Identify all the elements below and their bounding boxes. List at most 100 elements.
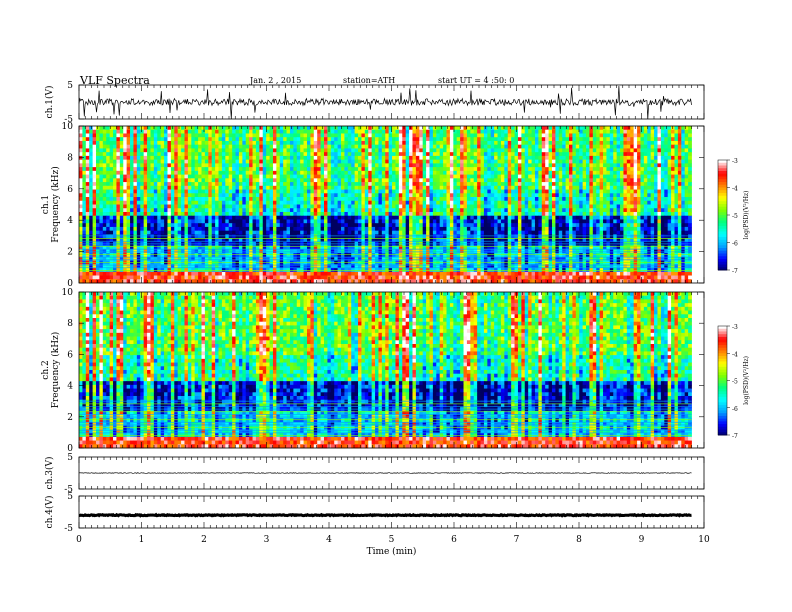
ch1-spectrogram-cell [215, 204, 219, 209]
ch1-spectrogram-cell [456, 159, 461, 164]
ch1-spectrogram-cell [170, 200, 175, 205]
ch1-spectrogram-cell [449, 148, 454, 153]
ch1-spectrogram-cell [136, 200, 141, 205]
ch1-spectrogram-cell [198, 182, 202, 187]
ch1-spectrogram-cell [609, 200, 614, 205]
ch1-spectrogram-cell [643, 126, 648, 131]
ch1-spectrogram-cell [286, 163, 291, 168]
ch1-spectrogram-cell [89, 170, 94, 175]
ch1-spectrogram-cell [541, 144, 546, 149]
ch1-spectrogram-cell [460, 155, 464, 161]
ch1-spectrogram-cell [375, 159, 379, 164]
ch1-spectrogram-cell [460, 204, 464, 209]
ch1-spectrogram-cell [341, 182, 345, 187]
ch1-spectrogram-cell [664, 178, 669, 183]
ch1-spectrogram-cell [599, 178, 604, 183]
ch1-spectrogram-cell [551, 189, 556, 194]
ch1-spectrogram-cell [354, 155, 359, 161]
ch1-spectrogram-cell [562, 137, 566, 142]
ch1-spectrogram-cell [368, 204, 373, 209]
ch1-spectrogram-cell [524, 163, 529, 168]
ch1-spectrogram-cell [364, 167, 369, 172]
ch1-spectrogram-cell [174, 159, 179, 164]
ch1-spectrogram-cell [157, 185, 162, 190]
ch1-spectrogram-cell [415, 215, 420, 220]
ch1-spectrogram-cell [113, 193, 117, 198]
ch1-spectrogram-cell [538, 170, 543, 175]
ch1-spectrogram-cell [616, 193, 621, 198]
ch1-spectrogram-cell [439, 167, 444, 172]
ch1-spectrogram-cell [415, 163, 420, 168]
ch1-spectrogram-cell [579, 219, 584, 224]
ch1-spectrogram-cell [157, 144, 162, 149]
ch1-spectrogram-cell [157, 178, 162, 183]
ch1-spectrogram-cell [422, 200, 427, 205]
ch1-spectrogram-cell [300, 155, 304, 161]
ch1-spectrogram-cell [245, 167, 250, 172]
ch1-spectrogram-cell [603, 133, 607, 138]
ch1-spectrogram-cell [310, 129, 315, 134]
ch1-spectrogram-cell [426, 159, 430, 164]
ch1-spectrogram-cell [133, 163, 138, 168]
ch1-spectrogram-cell [341, 133, 345, 138]
ch1-spectrogram-cell [599, 219, 604, 224]
ch1-spectrogram-cell [381, 133, 386, 138]
ch1-spectrogram-cell [201, 170, 206, 175]
ch1-spectrogram-cell [293, 204, 298, 209]
ch1-spectrogram-cell [422, 137, 427, 142]
ch1-spectrogram-cell [541, 126, 546, 131]
ch1-spectrogram-cell [521, 148, 526, 153]
ch1-spectrogram-cell [463, 133, 468, 138]
ch1-spectrogram-cell [249, 133, 253, 138]
ch1-spectrogram-cell [480, 144, 485, 149]
ch1-spectrogram-cell [177, 185, 182, 190]
ch1-spectrogram-cell [126, 204, 131, 209]
ch1-spectrogram-cell [429, 163, 434, 168]
ch1-spectrogram-cell [164, 185, 168, 190]
ch1-spectrogram-cell [466, 197, 471, 202]
ch1-spectrogram-cell [218, 200, 223, 205]
ch1-spectrogram-cell [660, 133, 665, 138]
ch1-spectrogram-cell [524, 204, 529, 209]
ch1-spectrogram-cell [378, 129, 383, 134]
ch1-spectrogram-cell [215, 140, 219, 146]
ch1-spectrogram-cell [252, 129, 257, 134]
ch1-spectrogram-cell [640, 167, 645, 172]
ch1-spectrogram-cell [133, 167, 138, 172]
ch1-spectrogram-cell [119, 137, 124, 142]
ch1-spectrogram-cell [174, 185, 179, 190]
ch1-spectrogram-cell [674, 178, 679, 183]
ch1-spectrogram-cell [603, 140, 607, 146]
ch1-spectrogram-cell [463, 193, 468, 198]
ch1-spectrogram-cell [153, 155, 158, 161]
ch1-spectrogram-cell [378, 193, 383, 198]
ch1-spectrogram-cell [242, 208, 247, 213]
ch1-spectrogram-cell [558, 193, 563, 198]
ch1-spectrogram-cell [266, 223, 270, 228]
ch1-spectrogram-cell [289, 182, 294, 187]
ch1-spectrogram-cell [191, 148, 196, 153]
ch1-spectrogram-cell [409, 155, 413, 161]
ch1-spectrogram-cell [439, 215, 444, 220]
ch1-spectrogram-cell [266, 178, 270, 183]
ch1-spectrogram-cell [225, 208, 230, 213]
ch1-spectrogram-cell [630, 197, 635, 202]
ch1-spectrogram-cell [596, 193, 601, 198]
ch1-spectrogram-cell [194, 152, 199, 157]
ch1-spectrogram-cell [460, 133, 464, 138]
ch1-spectrogram-cell [456, 219, 461, 224]
ch1-spectrogram-cell [252, 140, 257, 146]
ch1-spectrogram-cell [473, 185, 478, 190]
ch1-spectrogram-cell [599, 189, 604, 194]
ch1-spectrogram-cell [677, 155, 682, 161]
ch1-spectrogram-cell [303, 178, 308, 183]
ch1-spectrogram-cell [201, 204, 206, 209]
ch1-spectrogram-cell [664, 174, 669, 179]
ch1-spectrogram-cell [586, 193, 590, 198]
ch1-spectrogram-cell [456, 137, 461, 142]
station-label: station=ATH [343, 76, 396, 85]
ch1-spectrogram-cell [395, 189, 400, 194]
ch1-spectrogram-cell [385, 174, 390, 179]
ch1-spectrogram-cell [565, 219, 570, 224]
ch1-spectrogram-cell [480, 163, 485, 168]
